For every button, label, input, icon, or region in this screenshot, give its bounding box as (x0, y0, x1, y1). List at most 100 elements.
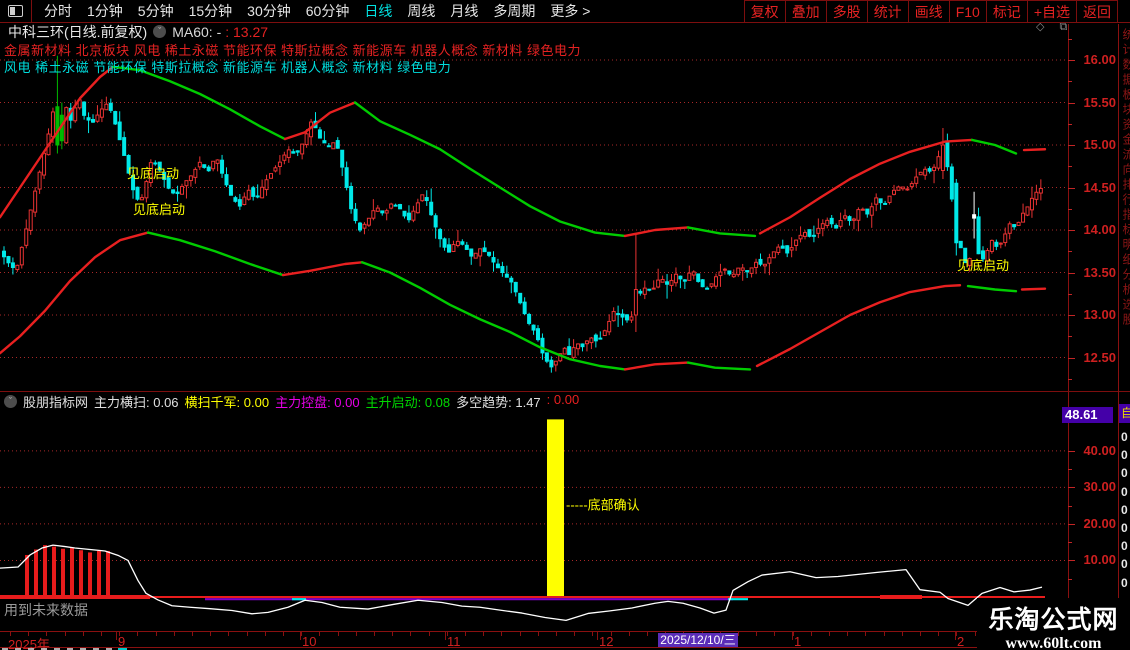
candle-body (696, 273, 701, 282)
action-button-5[interactable]: 画线 (907, 0, 950, 23)
candle-body (682, 279, 687, 282)
price-axis-minor-tick (1068, 293, 1072, 295)
candle-body (331, 142, 336, 150)
period-tab-3[interactable]: 5分钟 (137, 3, 174, 19)
candle-body (625, 314, 629, 321)
candle-body (665, 281, 670, 285)
candle-body (531, 324, 536, 331)
selected-date-badge: 2025/12/10/三 (658, 633, 738, 647)
candle-body (104, 103, 109, 111)
candle-body (402, 210, 407, 217)
period-tab-9[interactable]: 月线 (450, 3, 479, 19)
date-axis-major-tick (116, 632, 117, 640)
price-axis-label: 14.00 (1083, 222, 1116, 237)
candle-body (447, 244, 451, 253)
action-button-4[interactable]: 统计 (866, 0, 909, 23)
candle-body (73, 107, 78, 122)
indicator-axis-minor-tick (1068, 542, 1072, 544)
candle-body (963, 247, 968, 264)
action-button-3[interactable]: 多股 (825, 0, 868, 23)
candle-body (504, 273, 509, 278)
date-axis-minor-tick (556, 632, 557, 636)
sidebar-quote-digits: 0 0 0 0 0 0 0 0 0 (1121, 428, 1128, 592)
price-axis-tick (1068, 357, 1075, 359)
candle-body (883, 202, 888, 205)
lower-band-segment (966, 284, 1018, 293)
candle-body (282, 154, 287, 161)
action-button-6[interactable]: F10 (948, 0, 987, 23)
candle-body (162, 171, 167, 180)
candle-body (126, 154, 131, 174)
period-tab-4[interactable]: 15分钟 (188, 3, 233, 19)
period-toolbar: 分时 1分钟 5分钟 15分钟 30分钟 60分钟 日线 周线 月线 多周期 更多 > 复权 叠加 多股… (0, 0, 1130, 23)
candle-body (264, 179, 269, 191)
concept-tags-row1[interactable]: 金属新材料 北京板块 风电 稀土永磁 节能环保 特斯拉概念 新能源车 机器人概念… (4, 43, 582, 58)
sidebar-highlight-cell[interactable]: 自 (1119, 404, 1130, 423)
candle-body (166, 177, 171, 189)
price-axis-minor-tick (1068, 38, 1072, 40)
indicator-segment-6: 多空趋势: 1.47 (456, 395, 541, 410)
date-axis-minor-tick (537, 632, 539, 636)
candle-body (6, 256, 11, 264)
window-layout-icon (8, 5, 23, 17)
candle-body (972, 214, 977, 219)
candle-body (384, 210, 389, 214)
candle-body (175, 191, 180, 195)
price-axis-minor-tick (1068, 378, 1072, 380)
upper-band-segment (111, 65, 287, 141)
sidebar-vertical-text: 统计数据板块资金流向排行指标明细分析选股 (1121, 28, 1130, 328)
lower-band-segment (281, 261, 364, 277)
period-tabs: 分时 1分钟 5分钟 15分钟 30分钟 60分钟 日线 周线 月线 多周期 更多 > (44, 1, 590, 21)
candle-body (874, 197, 879, 205)
indicator-canvas[interactable]: -----底部确认 (0, 412, 1068, 631)
candle-body (513, 281, 518, 293)
candle-body (429, 201, 434, 216)
right-sidebar-strip[interactable]: 统计数据板块资金流向排行指标明细分析选股 自 0 0 0 0 0 0 0 0 0 (1118, 24, 1130, 631)
candle-body (954, 182, 959, 244)
collapse-chevron-icon[interactable]: ˇ (153, 25, 167, 38)
action-button-7[interactable]: 标记 (985, 0, 1028, 23)
date-axis-minor-tick (792, 632, 794, 636)
candle-body (19, 246, 24, 266)
candle-body (869, 206, 874, 216)
candle-body (705, 287, 710, 290)
candle-body (847, 216, 852, 222)
period-tab-5[interactable]: 30分钟 (247, 3, 291, 19)
candle-body (148, 162, 153, 184)
candle-body (478, 248, 483, 257)
period-tab-10[interactable]: 多周期 (493, 3, 536, 19)
action-button-9[interactable]: 返回 (1076, 0, 1118, 23)
pane-corner-icons[interactable]: ◇ ⧉ (1036, 21, 1074, 33)
indicator-segment-4: 主力控盘: 0.00 (275, 395, 360, 410)
candle-body (607, 320, 612, 333)
upper-band-segment (1022, 148, 1047, 152)
candle-body (549, 359, 554, 368)
date-axis[interactable]: 2025年 2025/12/10/三 9 10 11 12 1 2 (0, 631, 1130, 650)
candle-body (375, 207, 380, 212)
indicator-segment-3: 横扫千军: 0.00 (184, 395, 270, 410)
candle-body (754, 261, 759, 268)
sidebar-digit: 0 (1121, 448, 1128, 463)
candle-body (237, 199, 242, 207)
period-tab-1[interactable]: 分时 (44, 3, 72, 19)
candle-body (1016, 221, 1021, 226)
candle-body (415, 202, 420, 214)
period-tab-8[interactable]: 周线 (407, 3, 436, 19)
indicator-chevron-icon[interactable]: ˇ (4, 395, 17, 408)
date-axis-major-tick (792, 632, 793, 640)
period-tab-11[interactable]: 更多 > (550, 3, 591, 19)
action-button-1[interactable]: 复权 (743, 0, 786, 23)
period-tab-6[interactable]: 60分钟 (305, 3, 350, 19)
candle-body (843, 215, 848, 219)
sidebar-digit: 0 (1121, 575, 1128, 590)
period-tab-2[interactable]: 1分钟 (87, 3, 123, 19)
candle-body (905, 188, 910, 191)
price-axis-minor-tick (1068, 81, 1072, 83)
action-button-2[interactable]: 叠加 (784, 0, 827, 23)
concept-tags-row2[interactable]: 风电 稀土永磁 节能环保 特斯拉概念 新能源车 机器人概念 新材料 绿色电力 (4, 60, 452, 75)
candle-body (900, 186, 905, 190)
period-tab-7[interactable]: 日线 (364, 3, 393, 19)
layout-button[interactable] (0, 0, 32, 22)
indicator-segment-1: 股朋指标网 (23, 395, 89, 410)
